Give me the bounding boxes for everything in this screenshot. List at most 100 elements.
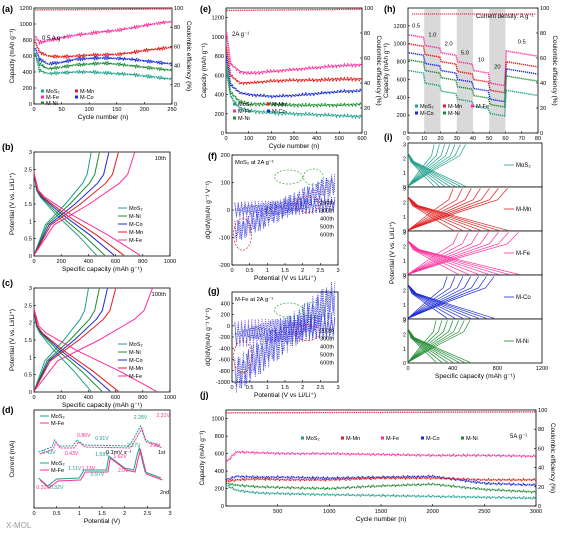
charge-curve bbox=[407, 276, 479, 319]
x-tick-label: 800 bbox=[493, 366, 502, 372]
legend-marker bbox=[443, 111, 446, 115]
legend-label: M-Mn bbox=[346, 436, 360, 442]
x-tick-label: 0 bbox=[32, 511, 35, 517]
y2-tick-label: 100 bbox=[364, 6, 373, 12]
y-tick-label: 2 bbox=[403, 245, 406, 251]
y-tick-label: -800 bbox=[219, 369, 230, 375]
charge-curve bbox=[33, 288, 89, 392]
peak-label: 1.59V bbox=[95, 452, 109, 458]
legend-label: MoS₂ bbox=[129, 206, 143, 212]
series-M-Ni bbox=[225, 482, 537, 494]
x-tick-label: 800 bbox=[138, 395, 147, 401]
legend-label: M-Co bbox=[129, 222, 143, 228]
coulombic-efficiency-series bbox=[35, 8, 173, 11]
legend-marker bbox=[233, 109, 236, 113]
legend-label: 300th bbox=[320, 209, 334, 215]
y-tick-label: 200 bbox=[397, 113, 406, 119]
charge-curve bbox=[407, 232, 519, 275]
legend-marker bbox=[471, 104, 474, 108]
x-tick-label: 1.5 bbox=[98, 511, 106, 517]
legend-label: MoS₂ bbox=[306, 436, 320, 442]
y2-tick-label: 60 bbox=[538, 446, 544, 452]
charge-curve bbox=[407, 276, 464, 319]
legend-label: MoS₂ bbox=[420, 104, 434, 110]
y-tick-label: 0 bbox=[221, 131, 224, 137]
panel-g: 0 0.5 1 1.5 2 2.5 3 -1000 -800 -600 -400 -200 0 200 40… bbox=[205, 281, 340, 399]
series-M-Co bbox=[408, 52, 538, 103]
legend-label: 400th bbox=[320, 345, 334, 351]
dqdv-upper bbox=[234, 196, 336, 217]
dqdv-upper bbox=[234, 200, 336, 218]
y-tick-label: 100 bbox=[221, 181, 230, 187]
series-M-Mn bbox=[225, 476, 537, 483]
charge-curve bbox=[407, 144, 461, 187]
legend-label: 200th bbox=[320, 329, 334, 335]
legend-marker bbox=[41, 95, 44, 99]
legend-label: MoS₂ bbox=[516, 163, 531, 169]
y-tick-label: 2 bbox=[403, 201, 406, 207]
x-tick-label: 2.5 bbox=[316, 268, 324, 274]
legend-marker bbox=[41, 101, 44, 105]
highlight-ellipse bbox=[302, 168, 324, 186]
x-tick-label: 300 bbox=[289, 136, 298, 142]
legend-marker bbox=[415, 104, 418, 108]
watermark: X-MOL bbox=[6, 521, 32, 530]
y-tick-label: 400 bbox=[221, 301, 230, 307]
dqdv-lower bbox=[234, 173, 336, 240]
y2-tick-label: 40 bbox=[364, 81, 370, 87]
x-tick-label: 600 bbox=[111, 259, 120, 265]
annotation: 100th bbox=[151, 292, 166, 298]
y2-tick-label: 80 bbox=[538, 427, 544, 433]
y-tick-label: 200 bbox=[23, 86, 32, 92]
highlight-ellipse bbox=[233, 217, 252, 251]
rate-label: 0.5 bbox=[518, 40, 526, 46]
peak-label: 1.62V bbox=[113, 454, 127, 460]
x-tick-label: 600 bbox=[357, 136, 366, 142]
y-tick-label: 1000 bbox=[212, 417, 224, 423]
y-tick-label: -1000 bbox=[216, 380, 230, 386]
y-tick-label: 1.5 bbox=[24, 202, 32, 208]
annotation: M-Fe at 2A g⁻¹ bbox=[235, 297, 273, 303]
peak-label: 2.3V bbox=[150, 443, 161, 449]
charge-curve bbox=[33, 152, 136, 256]
y2-tick-label: 20 bbox=[364, 106, 370, 112]
scan-rate: 0.1mV s⁻¹ bbox=[106, 450, 131, 456]
y-tick-label: 0 bbox=[29, 390, 32, 396]
y-tick-label: 0.5 bbox=[24, 373, 32, 379]
legend-marker bbox=[415, 111, 418, 115]
x-axis-label: Potential (V vs Li/Li⁺) bbox=[254, 392, 316, 399]
charge-curve bbox=[407, 232, 509, 275]
y2-tick-label: 0 bbox=[538, 504, 541, 510]
series-M-Ni bbox=[408, 59, 538, 108]
x-tick-label: 1200 bbox=[536, 366, 548, 372]
charge-curve bbox=[33, 152, 119, 256]
charge-curve bbox=[407, 232, 499, 275]
y-tick-label: 400 bbox=[215, 93, 224, 99]
peak-label: 1.11V bbox=[68, 466, 82, 472]
peak-label: 2.28V bbox=[134, 415, 148, 421]
y-tick-label: 200 bbox=[215, 487, 224, 493]
x-tick-label: 60 bbox=[502, 136, 508, 142]
y2-tick-label: 20 bbox=[174, 83, 180, 89]
y-tick-label: 3 bbox=[403, 274, 406, 280]
rate-label: 2.0 bbox=[445, 42, 453, 48]
y2-tick-label: 0 bbox=[174, 102, 177, 108]
legend-label: M-Fe bbox=[476, 104, 489, 110]
y-tick-label: 0 bbox=[403, 317, 406, 323]
rate-band bbox=[424, 9, 441, 132]
y-tick-label: 2.5 bbox=[24, 303, 32, 309]
legend-label: M-Co bbox=[272, 109, 286, 115]
x-tick-label: 30 bbox=[454, 136, 460, 142]
legend-marker bbox=[267, 109, 270, 113]
annotation: 2A g⁻¹ bbox=[232, 32, 249, 38]
charge-curve bbox=[407, 232, 459, 275]
legend-label: 600th bbox=[320, 361, 334, 367]
legend-marker bbox=[41, 89, 44, 93]
x-tick-label: 2 bbox=[301, 268, 304, 274]
highlight-ellipse bbox=[274, 169, 303, 185]
dqdv-lower bbox=[234, 287, 336, 389]
y-tick-label: 1200 bbox=[394, 24, 406, 30]
y-tick-label: 0 bbox=[227, 208, 230, 214]
x-tick-label: 100 bbox=[85, 107, 94, 113]
discharge-curve bbox=[407, 240, 479, 275]
